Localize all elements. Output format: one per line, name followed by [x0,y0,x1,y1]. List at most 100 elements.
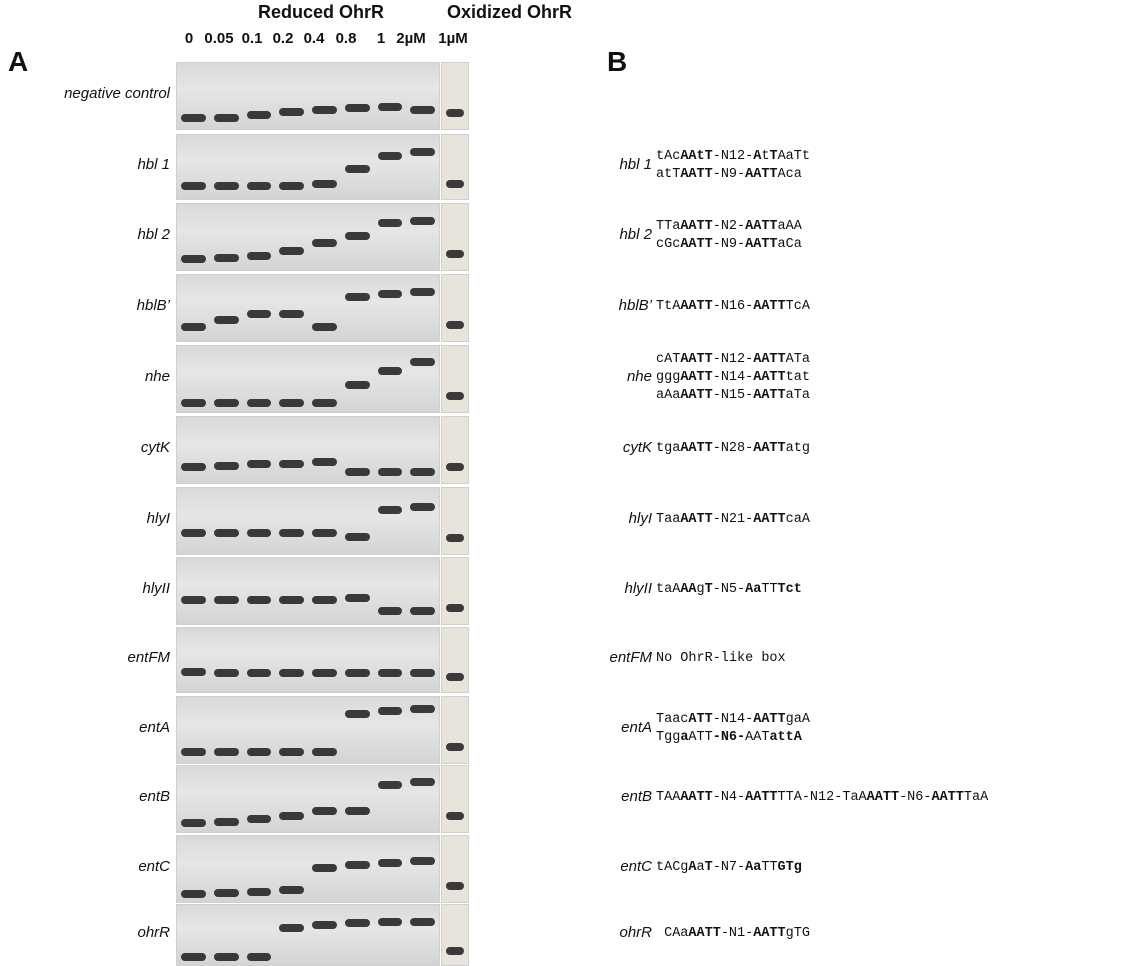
gene-label: entFM [127,649,170,666]
gel-image-oxidized [441,134,469,200]
gel-band [446,743,464,752]
ohrr-box-sequence: tAcAAtT-N12-AtTAaTt [656,149,810,164]
gel-band [246,529,272,538]
gene-label-b: hblB’ [618,297,652,314]
gel-image-oxidized [441,696,469,764]
gel-band [410,669,435,678]
gel-band [446,250,464,259]
gel-band [213,952,239,961]
gel-image-reduced [176,416,440,484]
ohrr-box-sequence: gggAATT-N14-AATTtat [656,370,810,385]
gel-band [377,152,403,161]
gel-band [246,251,272,260]
gel-band [246,399,272,408]
gel-band [344,293,370,302]
gel-band [181,529,206,538]
gel-image-reduced [176,62,440,130]
gel-band [213,316,239,325]
gel-band [181,463,206,472]
gel-band [410,777,435,786]
gel-band [446,109,464,118]
gel-band [213,182,239,191]
gel-band [410,105,435,114]
gel-band [377,102,403,111]
gene-label: ohrR [137,924,170,941]
gel-image-reduced [176,274,440,342]
gene-label: entC [138,858,170,875]
gene-label-b: cytK [622,439,652,456]
gel-band [279,595,304,604]
gel-band [279,748,304,757]
gel-image-reduced [176,765,440,833]
gel-band [446,534,464,543]
ohrr-box-sequence: TaaAATT-N21-AATTcaA [656,512,810,527]
gel-band [312,669,337,678]
gel-image-oxidized [441,487,469,555]
gel-band [344,104,370,113]
gel-band [410,502,435,511]
gel-band [279,459,304,468]
gene-label-b: hlyI [628,510,652,527]
gel-image-reduced [176,904,440,966]
gel-band [377,468,403,477]
gel-image-oxidized [441,416,469,484]
gel-band [410,705,435,714]
gel-band [246,459,272,468]
gel-image-oxidized [441,904,469,966]
gel-band [312,595,337,604]
gel-band [279,246,304,255]
gel-band [279,529,304,538]
gel-band [410,147,435,156]
ohrr-box-sequence: tgaAATT-N28-AATTatg [656,441,810,456]
gel-band [279,107,304,116]
ohrr-box-sequence: cGcAATT-N9-AATTaCa [656,237,802,252]
lane-label: 0.2 [272,30,294,47]
gel-band [213,399,239,408]
gel-band [181,667,206,676]
gel-band [213,114,239,123]
gel-band [213,595,239,604]
gene-label-b: entB [621,788,652,805]
gel-band [446,604,464,613]
gel-band [246,595,272,604]
gel-band [344,593,370,602]
gel-band [446,672,464,681]
gene-label-b: ohrR [619,924,652,941]
gel-band [344,468,370,477]
gel-band [377,706,403,715]
gene-label-b: entFM [609,649,652,666]
gel-band [181,182,206,191]
gel-band [344,710,370,719]
lane-label: 0.4 [303,30,325,47]
gel-image-oxidized [441,627,469,693]
gel-band [213,748,239,757]
gel-band [312,529,337,538]
gene-label: negative control [64,85,170,102]
ohrr-box-sequence: TTaAATT-N2-AATTaAA [656,219,802,234]
lane-label: 0 [184,30,194,47]
gene-label-b: entC [620,858,652,875]
lane-label: 2µM [396,30,426,47]
ohrr-box-sequence: No OhrR-like box [656,651,786,666]
ohrr-box-sequence: TggaATT-N6-AATattA [656,730,802,745]
gel-image-oxidized [441,557,469,625]
ohrr-box-sequence: TaacATT-N14-AATTgaA [656,712,810,727]
gel-band [410,607,435,616]
ohrr-box-sequence: TtAAATT-N16-AATTTcA [656,299,810,314]
gene-label: cytK [140,439,170,456]
gel-band [377,607,403,616]
gel-band [279,924,304,932]
gel-band [181,890,206,899]
gel-image-reduced [176,134,440,200]
gel-band [181,114,206,123]
gel-band [377,858,403,867]
gel-image-oxidized [441,345,469,413]
gel-band [279,886,304,895]
gel-band [377,367,403,376]
gel-image-oxidized [441,62,469,130]
gel-band [344,669,370,678]
gel-band [446,321,464,330]
gel-band [446,463,464,472]
gel-band [213,889,239,898]
gel-band [377,506,403,515]
